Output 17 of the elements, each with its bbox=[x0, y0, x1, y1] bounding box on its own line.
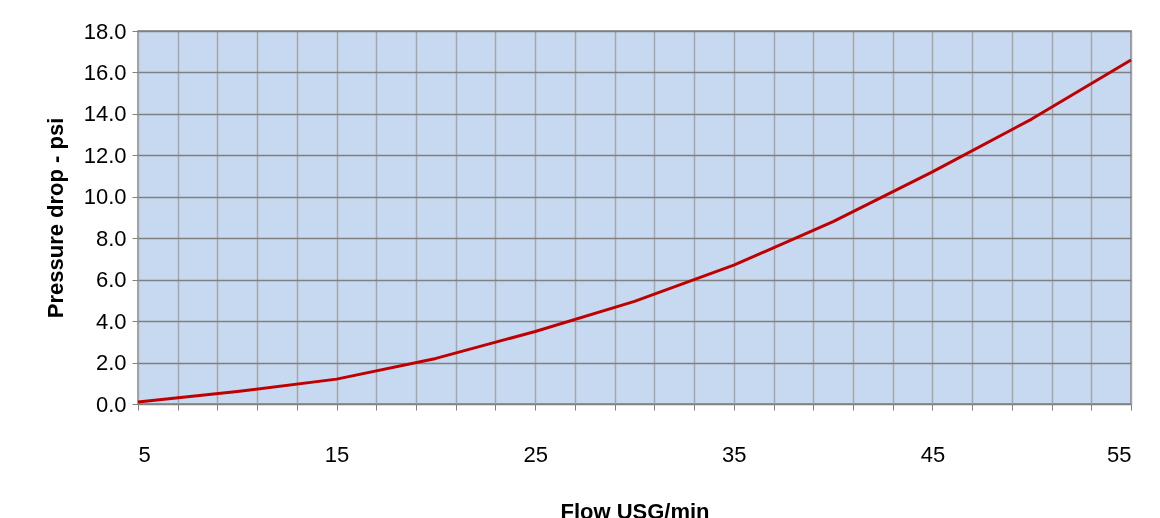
y-tick-label: 0.0 bbox=[95, 391, 127, 417]
x-tick-label: 45 bbox=[920, 441, 946, 467]
y-tick-label: 18.0 bbox=[83, 18, 127, 44]
x-tick-label: 5 bbox=[138, 441, 151, 467]
y-tick-label: 4.0 bbox=[95, 308, 127, 334]
x-tick-label: 25 bbox=[523, 441, 548, 467]
y-tick-label: 2.0 bbox=[95, 350, 127, 376]
y-axis-title: Pressure drop - psi bbox=[42, 117, 68, 319]
y-tick-label: 12.0 bbox=[83, 142, 127, 168]
x-tick-label: 15 bbox=[324, 441, 350, 467]
x-tick-label: 35 bbox=[722, 441, 747, 467]
y-tick-label: 8.0 bbox=[95, 225, 127, 251]
y-tick-label: 16.0 bbox=[83, 59, 127, 85]
x-tick-label: 55 bbox=[1107, 441, 1132, 467]
y-tick-label: 14.0 bbox=[83, 101, 127, 127]
y-tick-label: 6.0 bbox=[95, 267, 127, 293]
y-tick-label: 10.0 bbox=[83, 184, 127, 210]
